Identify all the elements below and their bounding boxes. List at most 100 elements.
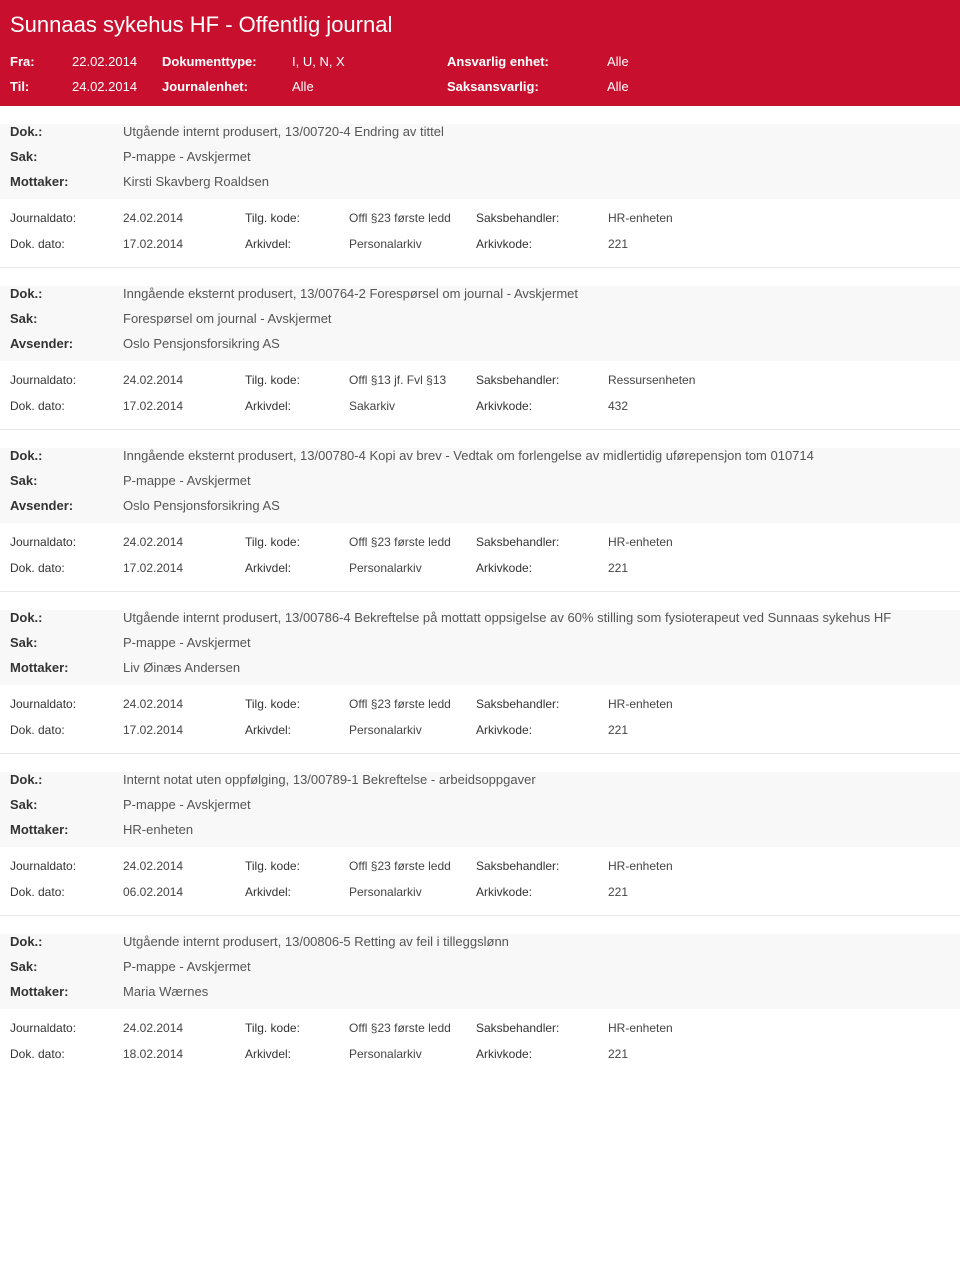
dok-label: Dok.: <box>10 772 123 787</box>
dokdato-label: Dok. dato: <box>10 237 123 251</box>
dokdato-label: Dok. dato: <box>10 399 123 413</box>
saksbehandler-value: Ressursenheten <box>608 373 778 387</box>
journal-entry: Dok.: Inngående eksternt produsert, 13/0… <box>0 429 960 585</box>
saksbehandler-value: HR-enheten <box>608 859 778 873</box>
page-header: Sunnaas sykehus HF - Offentlig journal F… <box>0 0 960 106</box>
doktype-value: I, U, N, X <box>292 54 447 69</box>
arkivdel-label: Arkivdel: <box>245 723 349 737</box>
sak-value: P-mappe - Avskjermet <box>123 473 251 488</box>
dok-value: Internt notat uten oppfølging, 13/00789-… <box>123 772 536 787</box>
journaldato-value: 24.02.2014 <box>123 535 245 549</box>
tilgkode-value: Offl §13 jf. Fvl §13 <box>349 373 476 387</box>
fra-label: Fra: <box>10 54 72 69</box>
journalenhet-label: Journalenhet: <box>162 79 292 94</box>
party-label: Mottaker: <box>10 174 123 189</box>
tilgkode-label: Tilg. kode: <box>245 859 349 873</box>
saksbehandler-label: Saksbehandler: <box>476 211 608 225</box>
sak-value: P-mappe - Avskjermet <box>123 149 251 164</box>
arkivkode-value: 221 <box>608 237 778 251</box>
fra-value: 22.02.2014 <box>72 54 162 69</box>
dokdato-label: Dok. dato: <box>10 1047 123 1061</box>
journaldato-label: Journaldato: <box>10 1021 123 1035</box>
journal-entry: Dok.: Internt notat uten oppfølging, 13/… <box>0 753 960 909</box>
dokdato-value: 18.02.2014 <box>123 1047 245 1061</box>
party-label: Avsender: <box>10 336 123 351</box>
party-value: Oslo Pensjonsforsikring AS <box>123 498 280 513</box>
journaldato-value: 24.02.2014 <box>123 211 245 225</box>
arkivdel-label: Arkivdel: <box>245 885 349 899</box>
journal-entry: Dok.: Utgående internt produsert, 13/007… <box>0 106 960 261</box>
journaldato-value: 24.02.2014 <box>123 859 245 873</box>
arkivkode-value: 221 <box>608 885 778 899</box>
arkivkode-value: 432 <box>608 399 778 413</box>
party-label: Mottaker: <box>10 660 123 675</box>
saksbehandler-label: Saksbehandler: <box>476 535 608 549</box>
tilgkode-label: Tilg. kode: <box>245 211 349 225</box>
ansvarlig-label: Ansvarlig enhet: <box>447 54 607 69</box>
tilgkode-label: Tilg. kode: <box>245 535 349 549</box>
tilgkode-label: Tilg. kode: <box>245 1021 349 1035</box>
saksbehandler-label: Saksbehandler: <box>476 697 608 711</box>
journaldato-label: Journaldato: <box>10 859 123 873</box>
sak-value: P-mappe - Avskjermet <box>123 797 251 812</box>
party-value: Kirsti Skavberg Roaldsen <box>123 174 269 189</box>
arkivdel-label: Arkivdel: <box>245 399 349 413</box>
til-label: Til: <box>10 79 72 94</box>
party-value: Oslo Pensjonsforsikring AS <box>123 336 280 351</box>
party-label: Mottaker: <box>10 822 123 837</box>
saksbehandler-value: HR-enheten <box>608 535 778 549</box>
til-value: 24.02.2014 <box>72 79 162 94</box>
journaldato-value: 24.02.2014 <box>123 373 245 387</box>
sak-value: P-mappe - Avskjermet <box>123 635 251 650</box>
dokdato-value: 17.02.2014 <box>123 237 245 251</box>
dokdato-value: 17.02.2014 <box>123 399 245 413</box>
sak-label: Sak: <box>10 311 123 326</box>
sak-value: P-mappe - Avskjermet <box>123 959 251 974</box>
journaldato-label: Journaldato: <box>10 697 123 711</box>
arkivkode-value: 221 <box>608 723 778 737</box>
party-label: Avsender: <box>10 498 123 513</box>
dok-label: Dok.: <box>10 610 123 625</box>
dok-label: Dok.: <box>10 124 123 139</box>
tilgkode-value: Offl §23 første ledd <box>349 535 476 549</box>
journaldato-label: Journaldato: <box>10 211 123 225</box>
saksbehandler-value: HR-enheten <box>608 1021 778 1035</box>
saksansvarlig-label: Saksansvarlig: <box>447 79 607 94</box>
party-label: Mottaker: <box>10 984 123 999</box>
arkivdel-value: Personalarkiv <box>349 723 476 737</box>
dok-value: Inngående eksternt produsert, 13/00780-4… <box>123 448 814 463</box>
journaldato-value: 24.02.2014 <box>123 1021 245 1035</box>
arkivkode-label: Arkivkode: <box>476 399 608 413</box>
arkivdel-label: Arkivdel: <box>245 561 349 575</box>
tilgkode-label: Tilg. kode: <box>245 373 349 387</box>
tilgkode-value: Offl §23 første ledd <box>349 211 476 225</box>
dok-value: Utgående internt produsert, 13/00720-4 E… <box>123 124 444 139</box>
page-title: Sunnaas sykehus HF - Offentlig journal <box>0 0 960 48</box>
tilgkode-label: Tilg. kode: <box>245 697 349 711</box>
party-value: Maria Wærnes <box>123 984 208 999</box>
arkivdel-label: Arkivdel: <box>245 237 349 251</box>
tilgkode-value: Offl §23 første ledd <box>349 1021 476 1035</box>
journal-entry: Dok.: Utgående internt produsert, 13/008… <box>0 915 960 1071</box>
ansvarlig-value: Alle <box>607 54 727 69</box>
journal-entry: Dok.: Utgående internt produsert, 13/007… <box>0 591 960 747</box>
arkivdel-value: Personalarkiv <box>349 561 476 575</box>
arkivkode-label: Arkivkode: <box>476 885 608 899</box>
dokdato-value: 17.02.2014 <box>123 723 245 737</box>
dokdato-label: Dok. dato: <box>10 885 123 899</box>
dok-label: Dok.: <box>10 286 123 301</box>
journaldato-label: Journaldato: <box>10 535 123 549</box>
sak-label: Sak: <box>10 149 123 164</box>
arkivkode-label: Arkivkode: <box>476 1047 608 1061</box>
tilgkode-value: Offl §23 første ledd <box>349 859 476 873</box>
arkivkode-value: 221 <box>608 1047 778 1061</box>
journaldato-label: Journaldato: <box>10 373 123 387</box>
arkivdel-value: Personalarkiv <box>349 885 476 899</box>
dokdato-label: Dok. dato: <box>10 723 123 737</box>
sak-label: Sak: <box>10 959 123 974</box>
dok-label: Dok.: <box>10 934 123 949</box>
saksbehandler-label: Saksbehandler: <box>476 373 608 387</box>
saksbehandler-value: HR-enheten <box>608 211 778 225</box>
dokdato-label: Dok. dato: <box>10 561 123 575</box>
arkivdel-value: Sakarkiv <box>349 399 476 413</box>
